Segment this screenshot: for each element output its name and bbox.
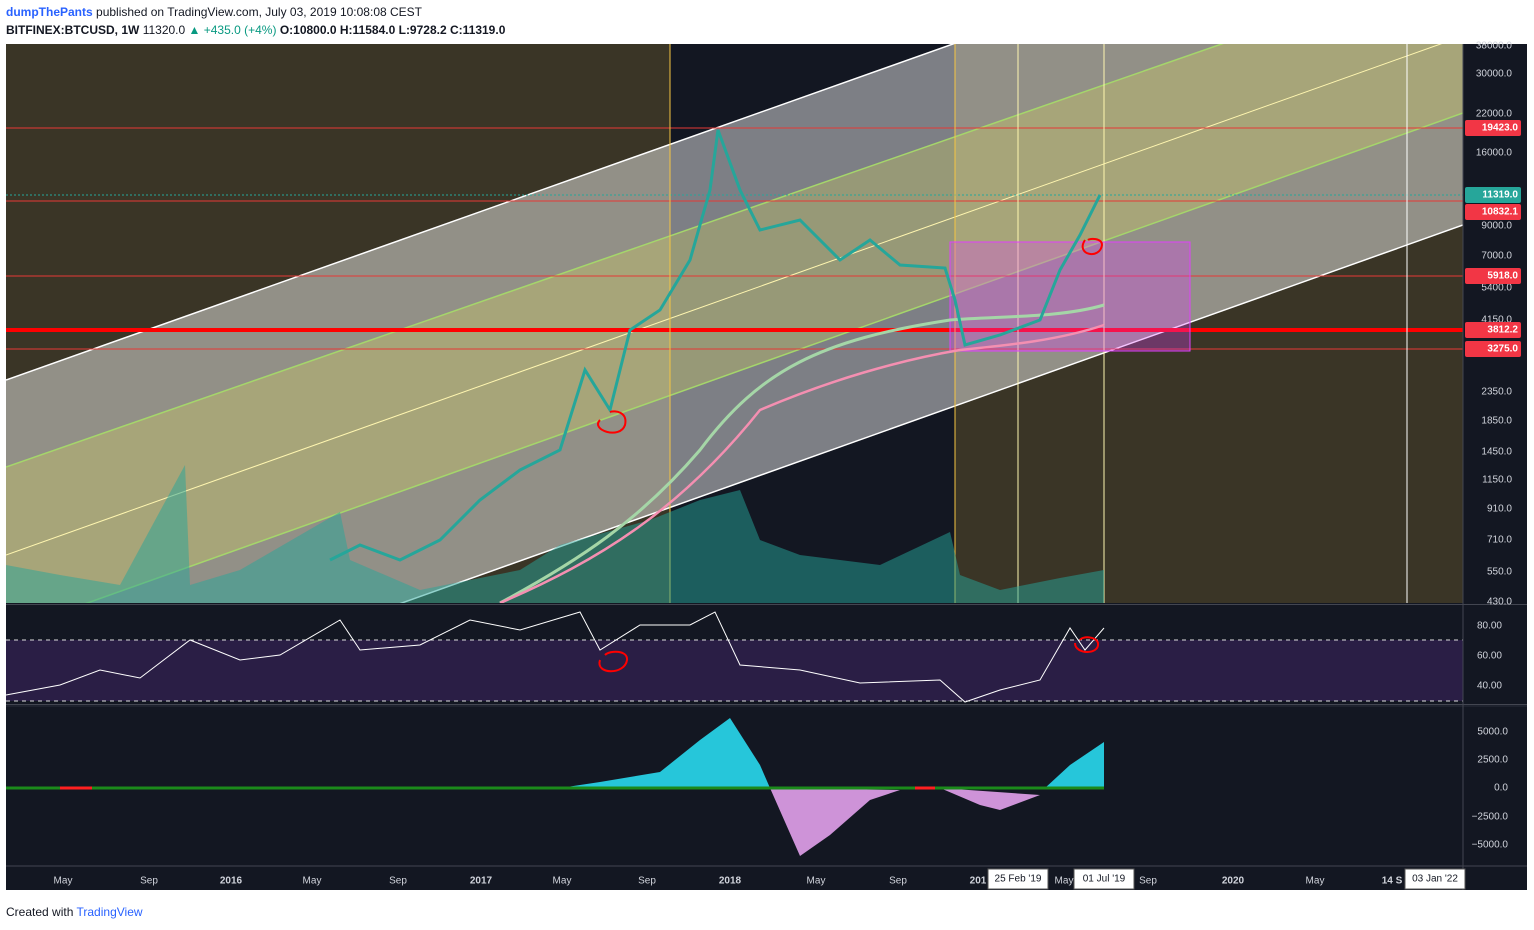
author[interactable]: dumpThePants (6, 5, 93, 19)
change: ▲ +435.0 (+4%) (188, 23, 277, 37)
ohlc: L:9728.2 (398, 23, 447, 37)
price-label: 1450.0 (1481, 447, 1512, 458)
time-label: 201 (970, 876, 987, 887)
ohlc: O:10800.0 (279, 23, 337, 37)
price-marker-label: 19423.0 (1482, 123, 1519, 134)
time-label: 2018 (719, 876, 742, 887)
ohlc: C:11319.0 (449, 23, 506, 37)
price-marker (1465, 341, 1521, 357)
price-marker (1465, 120, 1521, 136)
rsi-label: 40.00 (1477, 681, 1502, 692)
macd-label: 0.0 (1494, 783, 1508, 794)
time-badge (987, 868, 1049, 890)
footer: Created with TradingView (6, 905, 143, 919)
price-marker (1465, 187, 1521, 203)
time-badge (1404, 868, 1466, 890)
last: 11320.0 (142, 23, 186, 37)
time-label: May (54, 876, 73, 887)
time-label: Sep (638, 876, 656, 887)
time-label: May (553, 876, 572, 887)
price-label: 550.0 (1487, 567, 1512, 578)
symbol: BITFINEX:BTCUSD, 1W (6, 23, 140, 37)
price-label: 5400.0 (1481, 283, 1512, 294)
price-label: 710.0 (1487, 535, 1512, 546)
time-label: Sep (389, 876, 407, 887)
macd-label: −2500.0 (1472, 812, 1509, 823)
time-label: May (1055, 876, 1074, 887)
time-label: May (1306, 876, 1325, 887)
time-badge-label: 03 Jan '22 (1412, 874, 1458, 885)
axes: 38000.0 30000.0 22000.0 16000.0 9000.0 7000.0… (54, 41, 1521, 890)
rsi-label: 60.00 (1477, 651, 1502, 662)
footer-created: Created with (6, 905, 74, 919)
macd-label: 2500.0 (1477, 755, 1508, 766)
time-label: Sep (889, 876, 907, 887)
price-marker-label: 5918.0 (1487, 271, 1518, 282)
price-label: 16000.0 (1476, 148, 1513, 159)
time-label: May (807, 876, 826, 887)
price-label: 910.0 (1487, 504, 1512, 515)
price-marker-label: 10832.1 (1482, 207, 1519, 218)
price-label: 22000.0 (1476, 109, 1513, 120)
rsi-label: 80.00 (1477, 621, 1502, 632)
footer-brand[interactable]: TradingView (76, 905, 143, 919)
price-label: 4150.0 (1481, 315, 1512, 326)
time-label: 14 S (1382, 876, 1403, 887)
price-label: 2350.0 (1481, 387, 1512, 398)
time-label: Sep (140, 876, 158, 887)
time-label: 2020 (1222, 876, 1245, 887)
ohlc: H:11584.0 (339, 23, 396, 37)
time-label: 2016 (220, 876, 243, 887)
time-label: 2017 (470, 876, 493, 887)
time-label: Sep (1139, 876, 1157, 887)
time-badge-label: 25 Feb '19 (995, 874, 1042, 885)
macd-label: −5000.0 (1472, 840, 1509, 851)
price-marker-label: 3812.2 (1487, 325, 1518, 336)
price-marker (1465, 322, 1521, 338)
price-label: 38000.0 (1476, 41, 1513, 52)
main-pane (6, 44, 1463, 603)
time-badge (1073, 868, 1135, 890)
price-label: 9000.0 (1481, 221, 1512, 232)
price-marker-label: 11319.0 (1482, 190, 1518, 201)
price-label: 1850.0 (1481, 416, 1512, 427)
header-line: dumpThePants published on TradingView.co… (6, 5, 422, 19)
price-marker (1465, 268, 1521, 284)
published: published on TradingView.com, July 03, 2… (96, 5, 423, 19)
price-label: 30000.0 (1476, 69, 1513, 80)
macd-label: 5000.0 (1477, 727, 1508, 738)
symbol-line: BITFINEX:BTCUSD, 1W 11320.0 ▲ +435.0 (+4… (6, 23, 505, 37)
price-marker (1465, 204, 1521, 220)
price-marker-label: 3275.0 (1487, 344, 1518, 355)
chart: 38000.0 30000.0 22000.0 16000.0 9000.0 7000.0… (5, 41, 1527, 890)
price-label: 1150.0 (1482, 475, 1512, 486)
price-label: 430.0 (1487, 597, 1512, 608)
price-label: 7000.0 (1481, 251, 1512, 262)
time-label: May (303, 876, 322, 887)
time-badge-label: 01 Jul '19 (1083, 874, 1126, 885)
